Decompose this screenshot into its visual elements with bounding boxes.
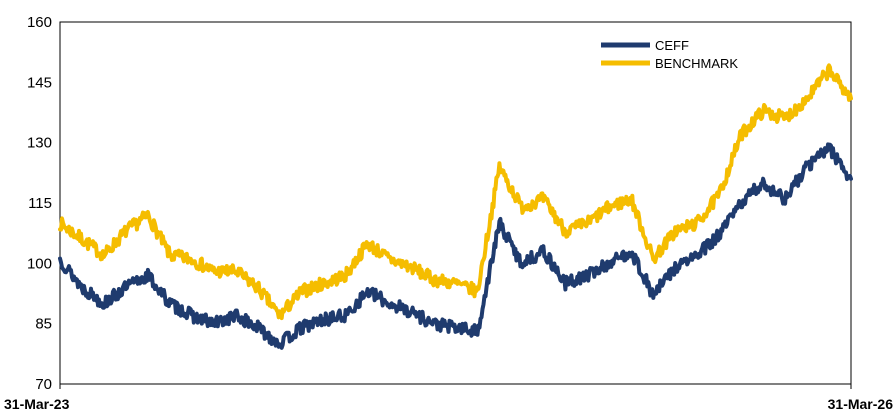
series-line-benchmark	[58, 63, 853, 321]
y-tick-label: 100	[27, 255, 52, 272]
series-line-ceff	[58, 142, 853, 350]
y-tick-label: 85	[35, 316, 52, 333]
y-tick-label: 160	[27, 14, 52, 31]
legend: CEFF BENCHMARK	[601, 38, 738, 71]
legend-label-ceff: CEFF	[655, 38, 689, 53]
x-axis-ticks	[59, 384, 852, 389]
y-axis-labels: 70 85 100 115 130 145 160	[27, 14, 52, 393]
y-tick-label: 115	[28, 195, 52, 212]
y-tick-label: 130	[27, 135, 52, 152]
y-tick-label: 70	[35, 376, 52, 393]
x-axis-end-label: 31-Mar-26	[828, 396, 894, 412]
legend-label-benchmark: BENCHMARK	[655, 56, 738, 71]
series-lines	[58, 63, 853, 350]
x-axis-start-label: 31-Mar-23	[4, 396, 70, 412]
y-tick-label: 145	[27, 74, 52, 91]
